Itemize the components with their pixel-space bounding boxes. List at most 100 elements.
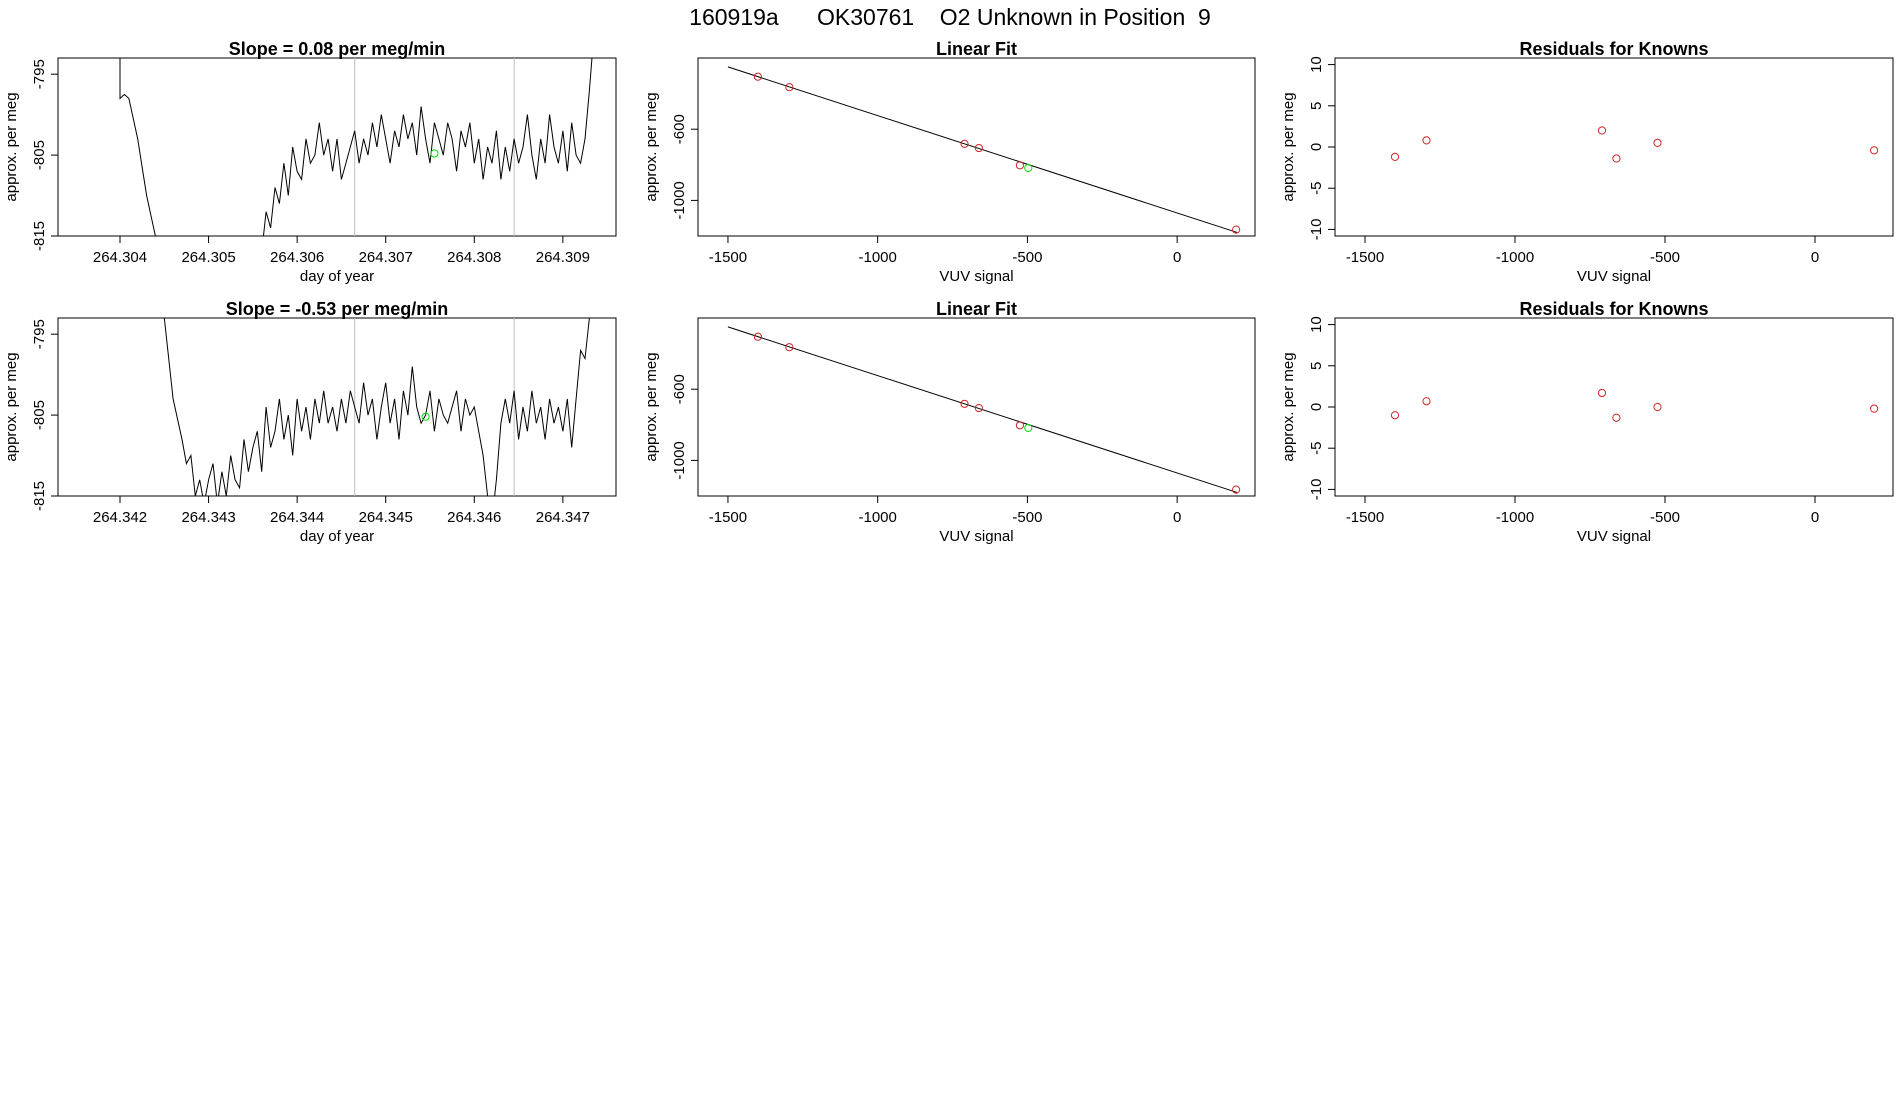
y-tick-label: -1000 <box>671 441 688 479</box>
y-tick-label: -1000 <box>671 181 688 219</box>
known-point <box>1390 152 1400 161</box>
x-tick-label: -500 <box>1012 509 1042 526</box>
y-axis-label: approx. per meg <box>643 92 660 201</box>
panel-ts1: Slope = 0.08 per meg/min 264.304 264.305 26… <box>3 39 617 285</box>
figure-title: 160919a OK30761 O2 Unknown in Position 9 <box>689 4 1211 30</box>
known-point <box>1870 146 1879 155</box>
plot-frame <box>57 57 617 237</box>
plot-frame <box>1334 317 1894 497</box>
x-tick-label: 264.307 <box>359 249 413 266</box>
known-point <box>960 139 969 148</box>
y-tick-label: -805 <box>31 400 48 430</box>
known-point <box>1653 402 1662 412</box>
known-point <box>1232 225 1241 234</box>
panels: Slope = 0.08 per meg/min 264.304 264.305 26… <box>3 39 1894 545</box>
x-axis-label: VUV signal <box>1577 268 1651 285</box>
known-point <box>785 343 794 352</box>
known-point <box>753 72 762 81</box>
x-tick-label: -1000 <box>1496 509 1534 526</box>
x-tick-label: 264.347 <box>536 509 590 526</box>
x-tick-label: 0 <box>1173 509 1181 526</box>
panel-ts2: Slope = -0.53 per meg/min 264.342 264.343 2… <box>3 299 617 545</box>
x-tick-label: -1000 <box>858 509 896 526</box>
x-tick-label: 0 <box>1811 509 1819 526</box>
plot-area <box>727 66 1241 234</box>
plot-frame <box>697 57 1256 237</box>
panel-res1: Residuals for Knowns -1500 -1000 -500 0 -10 -5… <box>1280 39 1894 285</box>
y-tick-label: 10 <box>1308 56 1325 73</box>
known-point <box>1422 397 1431 406</box>
known-point <box>974 403 983 413</box>
plot-title: Linear Fit <box>936 299 1017 319</box>
x-axis-label: VUV signal <box>939 268 1013 285</box>
unknown-point <box>421 412 430 421</box>
x-tick-label: 264.345 <box>359 509 413 526</box>
y-tick-label: 5 <box>1308 362 1325 370</box>
known-point <box>1653 138 1662 147</box>
plot-area <box>1390 388 1879 422</box>
x-tick-label: 264.306 <box>270 249 324 266</box>
unknown-point <box>1024 163 1033 173</box>
x-tick-label: -500 <box>1650 509 1680 526</box>
x-tick-label: 264.304 <box>93 249 147 266</box>
y-tick-label: 0 <box>1308 143 1325 151</box>
plot-title: Linear Fit <box>936 39 1017 59</box>
series-line <box>163 318 590 496</box>
x-tick-label: 264.346 <box>447 509 501 526</box>
known-point <box>960 399 969 408</box>
known-point <box>1597 126 1607 135</box>
y-tick-label: -805 <box>31 140 48 170</box>
x-tick-label: -500 <box>1650 249 1680 266</box>
plot-frame <box>1334 57 1894 237</box>
x-tick-label: 264.344 <box>270 509 324 526</box>
x-tick-label: 0 <box>1173 249 1181 266</box>
y-axis-label: approx. per meg <box>643 352 660 461</box>
plot-area <box>1390 126 1879 163</box>
panel-res2: Residuals for Knowns -1500 -1000 -500 0 -10 -5… <box>1280 299 1894 545</box>
x-tick-label: -1000 <box>858 249 896 266</box>
y-axis-label: approx. per meg <box>3 92 20 201</box>
y-tick-label: -600 <box>671 374 688 404</box>
unknown-point <box>430 149 439 158</box>
known-point <box>1870 404 1879 413</box>
x-tick-label: 264.343 <box>181 509 235 526</box>
x-axis-label: VUV signal <box>1577 528 1651 545</box>
y-tick-label: -5 <box>1308 182 1325 195</box>
known-point <box>974 143 983 153</box>
y-tick-label: -795 <box>31 59 48 89</box>
known-point <box>1597 388 1607 398</box>
plot-frame <box>697 317 1256 497</box>
known-point <box>1422 136 1431 145</box>
y-tick-label: 0 <box>1308 403 1325 411</box>
x-axis-label: day of year <box>300 528 374 545</box>
known-point <box>1015 421 1025 430</box>
plot-title: Slope = 0.08 per meg/min <box>229 39 446 59</box>
y-tick-label: -10 <box>1308 479 1325 501</box>
y-axis-label: approx. per meg <box>1280 352 1297 461</box>
series-line <box>115 58 593 236</box>
plot-title: Residuals for Knowns <box>1519 299 1708 319</box>
y-tick-label: -795 <box>31 319 48 349</box>
plot-area <box>163 318 590 496</box>
x-tick-label: -1500 <box>709 249 747 266</box>
known-point <box>1232 485 1241 494</box>
y-tick-label: 5 <box>1308 102 1325 110</box>
x-tick-label: -1500 <box>1346 509 1384 526</box>
plot-title: Residuals for Knowns <box>1519 39 1708 59</box>
y-tick-label: 10 <box>1308 316 1325 333</box>
y-tick-label: -815 <box>31 481 48 511</box>
known-point <box>1612 413 1621 422</box>
x-tick-label: 0 <box>1811 249 1819 266</box>
unknown-point <box>1024 423 1033 433</box>
x-tick-label: -1500 <box>1346 249 1384 266</box>
x-axis-label: day of year <box>300 268 374 285</box>
x-tick-label: 264.305 <box>181 249 235 266</box>
plot-area <box>727 326 1241 494</box>
x-tick-label: -1000 <box>1496 249 1534 266</box>
plot-frame <box>57 317 617 497</box>
y-tick-label: -600 <box>671 114 688 144</box>
y-axis-label: approx. per meg <box>3 352 20 461</box>
x-tick-label: -1500 <box>709 509 747 526</box>
x-tick-label: 264.342 <box>93 509 147 526</box>
panel-fit1: Linear Fit -1500 -1000 -500 0 -1000 -600 VUV si… <box>643 39 1256 285</box>
